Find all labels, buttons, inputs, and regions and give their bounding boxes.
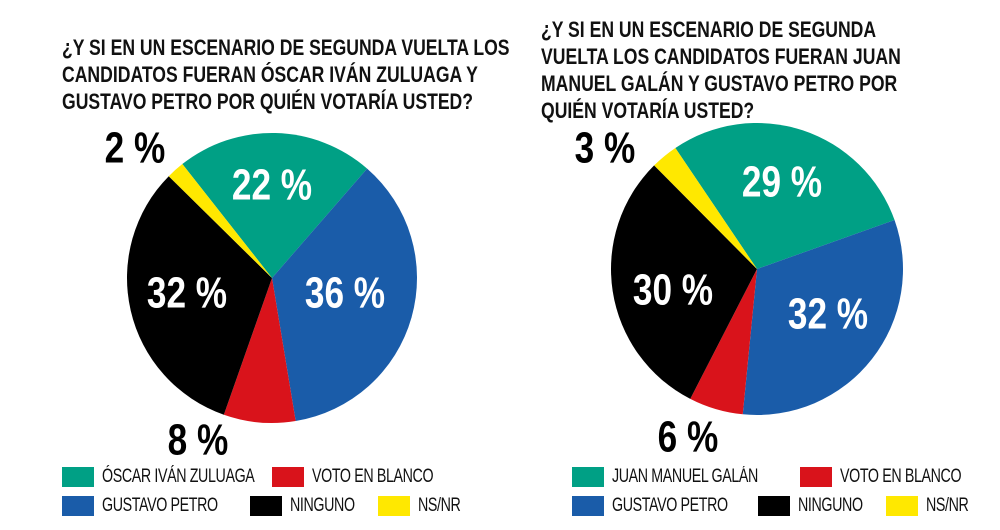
legend-swatch [250, 496, 282, 516]
legend-item: GUSTAVO PETRO [62, 495, 256, 517]
legend-label: VOTO EN BLANCO [840, 466, 962, 487]
legend-label: JUAN MANUEL GALÁN [612, 466, 758, 487]
chart-title-left: ¿Y SI EN UN ESCENARIO DE SEGUNDA VUELTA … [62, 35, 510, 114]
data-label: 30 % [633, 266, 713, 315]
pie-slice--scar-iv-n-zuluaga [182, 133, 368, 278]
legend-swatch [272, 467, 304, 487]
pie-slice-voto-en-blanco [690, 269, 757, 415]
legend-swatch [886, 496, 918, 516]
legend-label: NS/NR [418, 495, 461, 516]
legend-item: NINGUNO [250, 495, 376, 517]
data-label: 36 % [305, 269, 385, 318]
legend-swatch [758, 496, 790, 516]
pie-slice-juan-manuel-gal-n [675, 123, 895, 270]
data-label: 29 % [742, 158, 822, 207]
pie-slice-ninguno [611, 165, 757, 399]
data-label: 6 % [658, 413, 719, 462]
data-label: 8 % [168, 416, 229, 465]
legend-label: NINGUNO [798, 495, 863, 516]
pie-slice-ns-nr [654, 147, 757, 269]
data-label: 32 % [788, 290, 868, 339]
legend-swatch [378, 496, 410, 516]
legend-swatch [62, 467, 94, 487]
legend-item: GUSTAVO PETRO [572, 495, 766, 517]
legend-item: JUAN MANUEL GALÁN [572, 466, 807, 488]
legend-item: VOTO EN BLANCO [272, 466, 474, 488]
legend-label: GUSTAVO PETRO [612, 495, 728, 516]
legend-item: ÓSCAR IVÁN ZULUAGA [62, 466, 305, 488]
data-label: 32 % [147, 269, 227, 318]
legend-label: ÓSCAR IVÁN ZULUAGA [102, 466, 255, 487]
pie-slice-gustavo-petro [742, 220, 903, 415]
legend-item: NS/NR [886, 495, 983, 517]
legend-swatch [572, 467, 604, 487]
legend-item: NINGUNO [758, 495, 884, 517]
legend-label: NS/NR [926, 495, 969, 516]
legend-label: GUSTAVO PETRO [102, 495, 218, 516]
pie-slice-ninguno [127, 176, 273, 415]
legend-swatch [62, 496, 94, 516]
legend-swatch [800, 467, 832, 487]
legend-item: NS/NR [378, 495, 475, 517]
legend-swatch [572, 496, 604, 516]
data-label: 3 % [575, 124, 636, 173]
pie-slice-ns-nr [168, 164, 272, 278]
legend-label: VOTO EN BLANCO [312, 466, 434, 487]
pie-slice-gustavo-petro [272, 168, 418, 422]
pie-slice-voto-en-blanco [223, 278, 296, 423]
data-label: 22 % [232, 161, 312, 210]
data-label: 2 % [105, 124, 166, 173]
legend-item: VOTO EN BLANCO [800, 466, 1000, 488]
chart-title-right: ¿Y SI EN UN ESCENARIO DE SEGUNDA VUELTA … [541, 17, 901, 123]
legend-label: NINGUNO [290, 495, 355, 516]
